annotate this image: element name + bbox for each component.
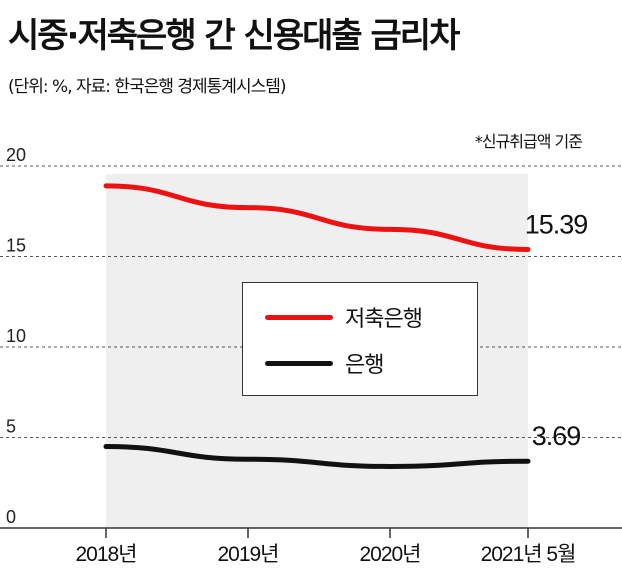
chart-note: *신규취급액 기준	[474, 132, 583, 151]
x-tick-label-2: 2020년	[359, 543, 420, 566]
legend-label-savings-bank: 저축은행	[345, 307, 423, 332]
y-tick-label-10: 10	[6, 326, 26, 346]
series-line-0	[103, 183, 531, 252]
legend-swatch-bank	[265, 360, 333, 366]
y-tick-label-15: 15	[6, 236, 26, 256]
legend-swatch-savings-bank	[265, 314, 333, 320]
data-label-1: 3.69	[532, 421, 581, 451]
x-tick-label-3: 2021년 5월	[481, 543, 576, 566]
y-tick-label-20: 20	[6, 145, 26, 165]
y-tick-label-5: 5	[6, 417, 16, 437]
data-label-0: 15.39	[525, 209, 588, 239]
legend: 저축은행 은행	[242, 282, 478, 396]
legend-item-savings-bank: 저축은행	[243, 297, 423, 337]
x-tick-label-1: 2019년	[217, 543, 278, 566]
legend-item-bank: 은행	[243, 343, 384, 383]
series-line-1	[103, 444, 531, 469]
x-tick-label-0: 2018년	[75, 543, 136, 566]
legend-label-bank: 은행	[345, 353, 384, 378]
chart-title: 시중·저축은행 간 신용대출 금리차	[8, 16, 460, 56]
chart-subtitle: (단위: %, 자료: 한국은행 경제통계시스템)	[8, 77, 286, 97]
y-tick-label-0: 0	[6, 507, 16, 527]
